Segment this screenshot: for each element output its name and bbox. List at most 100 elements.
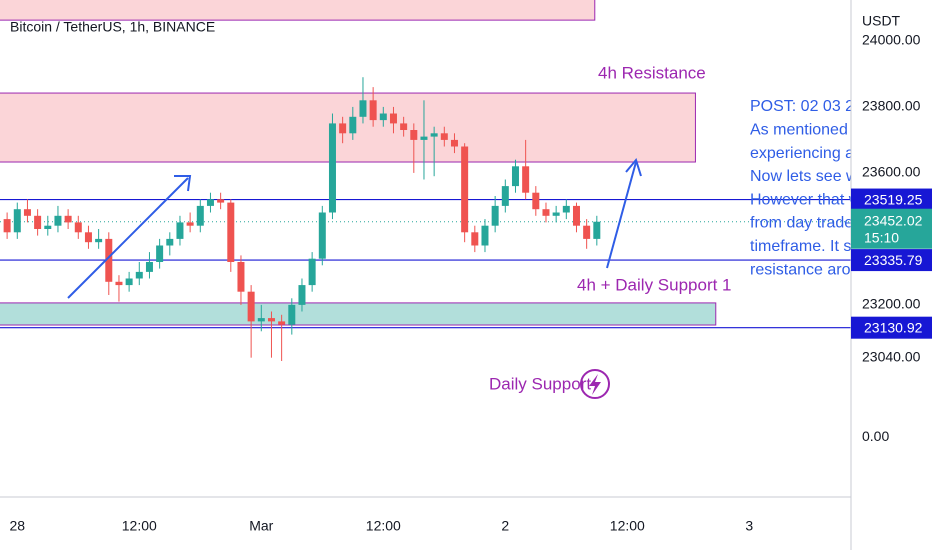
candle-body (206, 199, 214, 206)
candle-body (267, 318, 275, 322)
candle-body (308, 258, 316, 286)
price-lines (0, 198, 851, 329)
candle-body (23, 209, 31, 216)
candle-body (410, 130, 418, 140)
zone (0, 302, 717, 326)
candle-body (583, 225, 591, 239)
candle-body (257, 318, 265, 322)
candle-body (227, 202, 235, 262)
annotation: Daily Support (489, 374, 591, 393)
candle-body (501, 186, 509, 206)
axis-unit: USDT (862, 13, 901, 29)
candle-body (44, 225, 52, 229)
x-tick-label: 3 (745, 518, 753, 534)
last-price-box (851, 208, 932, 249)
note-text: POST: 02 03 20 As mentioned experiencing a… (750, 98, 863, 278)
candle-body (54, 215, 62, 226)
chart-title: Bitcoin / TetherUS, 1h, BINANCE (10, 19, 215, 35)
y-tick-label: 23600.00 (862, 164, 921, 180)
candle-body (562, 205, 570, 213)
price-label-box (851, 188, 932, 211)
price-axis-panel (851, 0, 932, 550)
y-tick-label: 23040.00 (862, 348, 921, 364)
last-price-label: 23452.02 (864, 212, 923, 228)
note-line: POST: 02 03 20 (750, 98, 863, 115)
lightning-bolt (589, 374, 601, 395)
note-line: timeframe. It s (750, 238, 851, 255)
candle-body (145, 261, 153, 272)
candle-body (339, 123, 347, 134)
annotation: 4h + Daily Support 1 (577, 275, 732, 294)
candle-body (3, 219, 11, 233)
zone (0, 0, 596, 21)
candle-body (84, 232, 92, 243)
candle-body (440, 133, 448, 140)
lightning-icon (580, 369, 610, 399)
candle-body (115, 281, 123, 286)
candle-body (593, 221, 601, 239)
candle-body (196, 205, 204, 226)
candle-body (135, 271, 143, 279)
candle-body (247, 291, 255, 322)
note-line: from day trade (750, 215, 853, 232)
candle-body (542, 209, 550, 216)
candles (3, 77, 601, 361)
price-label-box (851, 249, 932, 272)
x-tick-label: 12:00 (366, 518, 401, 534)
trend-arrow (606, 161, 637, 269)
note-line: Now lets see w (750, 168, 858, 185)
candle-body (359, 100, 367, 117)
candle-body (298, 285, 306, 305)
candle-body (450, 139, 458, 147)
trend-arrow (67, 177, 189, 299)
candle-body (511, 166, 519, 187)
zone (0, 92, 696, 163)
candle-body (64, 215, 72, 223)
candle-body (552, 212, 560, 216)
candle-body (237, 261, 245, 292)
candle-body (318, 212, 326, 259)
arrow-head (625, 157, 642, 177)
x-tick-label: 12:00 (122, 518, 157, 534)
drawings: 4h Resistance 4h + Daily Support 1 Daily… (10, 19, 863, 399)
candle-body (481, 225, 489, 246)
candle-body (186, 222, 194, 226)
note-line: However that w (750, 191, 861, 208)
candle-body (95, 238, 103, 243)
candle-body (74, 222, 82, 233)
candle-body (176, 222, 184, 239)
zones (0, 0, 717, 326)
axes: 24000.00 23800.00 23600.00 23200.00 23040.00… (9, 32, 932, 534)
y-tick-label: 23800.00 (862, 98, 921, 114)
candle-body (156, 245, 164, 262)
candle-body (217, 199, 225, 203)
candle-body (572, 205, 580, 226)
arrow-head (174, 175, 192, 192)
candle-body (369, 100, 377, 121)
candle-body (461, 146, 469, 233)
note-line: resistance arou (750, 261, 859, 278)
candle-body (34, 215, 42, 229)
x-tick-label: 2 (501, 518, 509, 534)
candle-body (105, 238, 113, 282)
candle-body (522, 166, 530, 193)
candle-body (349, 116, 357, 134)
price-label-box (851, 316, 932, 339)
candle-body (379, 113, 387, 121)
x-tick-label: Mar (249, 518, 273, 534)
price-label: 23130.92 (864, 319, 923, 335)
candle-body (288, 304, 296, 325)
y2-tick-label: 0.00 (862, 428, 889, 444)
candle-body (532, 192, 540, 210)
note-line: As mentioned (750, 122, 848, 139)
candle-body (400, 123, 408, 131)
annotation: 4h Resistance (598, 63, 706, 82)
y-tick-label: 24000.00 (862, 32, 921, 48)
candle-body (389, 113, 397, 124)
candle-body (491, 205, 499, 226)
candle-body (430, 133, 438, 137)
x-tick-label: 12:00 (610, 518, 645, 534)
candle-body (166, 238, 174, 246)
x-tick-label: 28 (9, 518, 25, 534)
